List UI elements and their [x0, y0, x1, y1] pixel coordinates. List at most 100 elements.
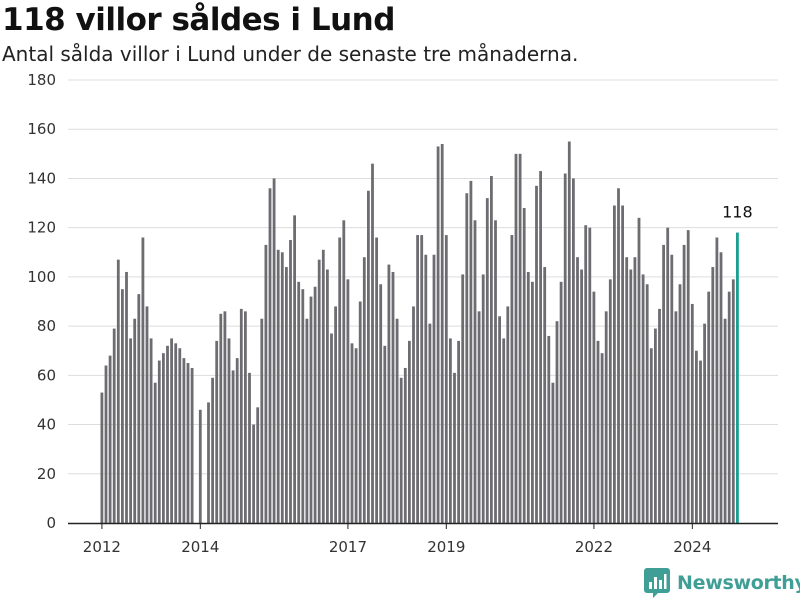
bar	[375, 237, 378, 523]
bar	[719, 252, 723, 523]
bar	[658, 308, 661, 523]
bar	[473, 220, 477, 524]
bar	[682, 244, 686, 523]
bar	[498, 316, 501, 523]
bar	[289, 239, 292, 523]
x-tick-label: 2024	[673, 538, 711, 556]
bar	[162, 353, 165, 523]
bar	[432, 254, 436, 523]
bar	[367, 190, 370, 523]
bar	[215, 340, 219, 523]
bar	[219, 313, 223, 523]
bar	[535, 185, 538, 524]
bar	[178, 348, 182, 523]
bar	[707, 291, 711, 523]
brand-logo: Newsworthy	[644, 568, 800, 598]
bar	[297, 281, 301, 523]
bar	[723, 318, 727, 523]
bar	[645, 284, 649, 523]
bar	[572, 178, 575, 523]
bar	[727, 291, 731, 523]
bar	[522, 207, 526, 523]
bar	[453, 372, 456, 523]
bar	[465, 193, 469, 523]
bar	[272, 178, 276, 523]
bar	[141, 237, 145, 523]
bar	[621, 205, 624, 523]
bar	[379, 284, 383, 523]
bar	[457, 340, 460, 523]
chart-title: 118 villor såldes i Lund	[2, 2, 395, 38]
bar	[543, 267, 547, 523]
bar	[559, 281, 563, 523]
y-tick-label: 140	[27, 169, 56, 187]
bar	[387, 264, 391, 523]
bar	[600, 353, 604, 523]
bar	[186, 363, 190, 523]
bar	[239, 308, 243, 523]
y-tick-label: 100	[27, 268, 56, 286]
x-axis-labels: 2012 2014 2017 2019 2022 2024	[83, 523, 711, 556]
y-tick-label: 180	[27, 71, 56, 89]
bar	[223, 311, 227, 523]
bar	[711, 267, 715, 523]
bar	[256, 407, 260, 523]
bar	[547, 335, 551, 523]
bar	[112, 328, 116, 523]
bar	[383, 345, 387, 523]
bar	[285, 267, 288, 523]
newsworthy-logo-icon	[644, 568, 670, 598]
data-label: 118	[722, 203, 753, 222]
bar	[252, 424, 255, 523]
bar	[703, 323, 706, 523]
x-tick-label: 2022	[575, 538, 613, 556]
bar	[481, 274, 485, 523]
bar	[137, 294, 141, 523]
bar	[231, 370, 235, 523]
bar	[362, 257, 366, 523]
bar	[129, 338, 132, 523]
bar	[494, 220, 497, 524]
bar	[678, 284, 682, 523]
bar	[100, 392, 104, 523]
bar	[580, 269, 583, 523]
bar	[403, 367, 407, 523]
bar	[268, 188, 272, 524]
bar	[699, 360, 702, 523]
bar	[440, 143, 444, 523]
bar	[477, 311, 481, 523]
bar	[674, 311, 678, 523]
bar	[518, 153, 522, 524]
y-tick-label: 160	[27, 120, 56, 138]
x-tick-label: 2014	[181, 538, 219, 556]
bar	[293, 215, 296, 523]
bar	[145, 306, 149, 523]
bar	[641, 274, 645, 523]
bar	[342, 220, 346, 524]
bar	[350, 343, 354, 523]
bar	[108, 355, 112, 523]
bar	[309, 296, 313, 523]
bar	[563, 173, 567, 523]
y-axis-labels: 0 20 40 60 80 100 120 140 160 180	[27, 71, 56, 532]
y-tick-label: 80	[37, 317, 56, 335]
bar	[686, 230, 690, 523]
bar	[244, 311, 247, 523]
bar	[510, 235, 514, 524]
bar	[321, 249, 325, 524]
bar	[408, 340, 411, 523]
bar	[555, 321, 559, 523]
bar	[637, 217, 641, 524]
bar	[576, 257, 579, 523]
bar	[485, 198, 489, 523]
bar	[490, 175, 493, 523]
x-tick-label: 2019	[427, 538, 465, 556]
bar	[412, 306, 415, 523]
bar	[502, 338, 506, 523]
bar	[584, 225, 588, 523]
bar	[276, 249, 280, 524]
bar	[227, 338, 231, 523]
bar	[198, 409, 202, 523]
bar	[354, 348, 358, 523]
